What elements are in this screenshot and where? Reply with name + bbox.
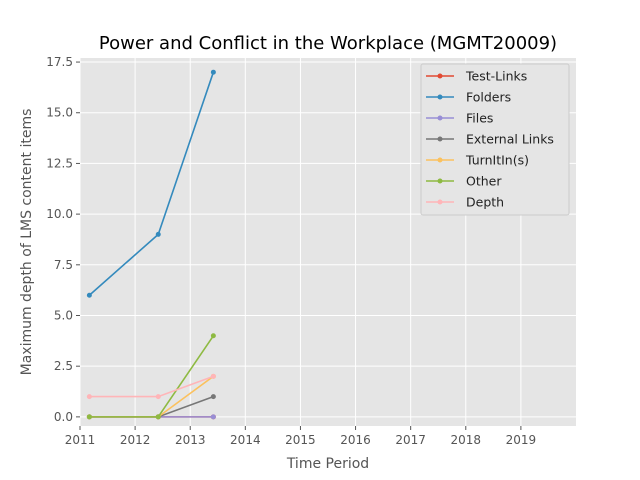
y-tick-label: 0.0 bbox=[54, 410, 73, 424]
y-tick-label: 2.5 bbox=[54, 359, 73, 373]
legend-marker bbox=[437, 73, 443, 79]
legend-marker bbox=[437, 157, 443, 163]
legend-label: Other bbox=[466, 174, 502, 189]
y-tick-label: 7.5 bbox=[54, 258, 73, 272]
x-tick-label: 2017 bbox=[395, 433, 426, 447]
series-depth bbox=[86, 373, 216, 400]
legend: Test-Links Folders Files External Links Turn… bbox=[420, 63, 570, 216]
data-point bbox=[86, 394, 92, 400]
data-point bbox=[210, 414, 216, 420]
y-axis: 0.0 2.5 5.0 7.5 10.0 12.5 15.0 17.5 bbox=[46, 55, 80, 424]
y-axis-label: Maximum depth of LMS content items bbox=[19, 109, 35, 376]
legend-box bbox=[420, 63, 570, 216]
data-point bbox=[210, 333, 216, 339]
legend-label: Test-Links bbox=[465, 69, 527, 84]
x-tick-label: 2014 bbox=[230, 433, 261, 447]
legend-marker bbox=[437, 178, 443, 184]
x-tick-label: 2016 bbox=[340, 433, 371, 447]
x-tick-label: 2018 bbox=[451, 433, 482, 447]
legend-marker bbox=[437, 94, 443, 100]
x-tick-label: 2011 bbox=[65, 433, 96, 447]
legend-entry: Other bbox=[426, 174, 502, 189]
data-point bbox=[210, 69, 216, 75]
legend-entry: External Links bbox=[426, 132, 554, 147]
legend-label: Depth bbox=[466, 195, 504, 210]
x-axis-label: Time Period bbox=[286, 456, 369, 472]
legend-label: External Links bbox=[466, 132, 554, 147]
x-axis: 2011 2012 2013 2014 2015 2016 2017 2018 2019 bbox=[65, 426, 536, 447]
data-point bbox=[86, 292, 92, 298]
legend-entry: Files bbox=[426, 111, 493, 126]
y-tick-label: 12.5 bbox=[46, 156, 73, 170]
x-tick-label: 2013 bbox=[175, 433, 206, 447]
legend-marker bbox=[437, 199, 443, 205]
data-point bbox=[155, 231, 161, 237]
data-point bbox=[86, 414, 92, 420]
x-tick-label: 2019 bbox=[506, 433, 537, 447]
series-layer bbox=[86, 69, 216, 420]
legend-label: TurnItIn(s) bbox=[465, 153, 529, 168]
y-tick-label: 17.5 bbox=[46, 55, 73, 69]
series-other bbox=[86, 333, 216, 420]
series-folders bbox=[86, 69, 216, 298]
legend-entry: Depth bbox=[426, 195, 504, 210]
data-point bbox=[155, 414, 161, 420]
legend-label: Files bbox=[466, 111, 493, 126]
y-tick-label: 15.0 bbox=[46, 106, 73, 120]
data-point bbox=[210, 373, 216, 379]
legend-entry: TurnItIn(s) bbox=[426, 153, 529, 168]
data-point bbox=[155, 394, 161, 400]
chart-title: Power and Conflict in the Workplace (MGM… bbox=[99, 33, 557, 54]
legend-entry: Test-Links bbox=[426, 69, 527, 84]
legend-label: Folders bbox=[466, 90, 511, 105]
y-tick-label: 5.0 bbox=[54, 308, 73, 322]
legend-marker bbox=[437, 115, 443, 121]
x-tick-label: 2012 bbox=[120, 433, 151, 447]
legend-marker bbox=[437, 136, 443, 142]
y-tick-label: 10.0 bbox=[46, 207, 73, 221]
x-tick-label: 2015 bbox=[285, 433, 316, 447]
data-point bbox=[210, 394, 216, 400]
legend-entry: Folders bbox=[426, 90, 511, 105]
